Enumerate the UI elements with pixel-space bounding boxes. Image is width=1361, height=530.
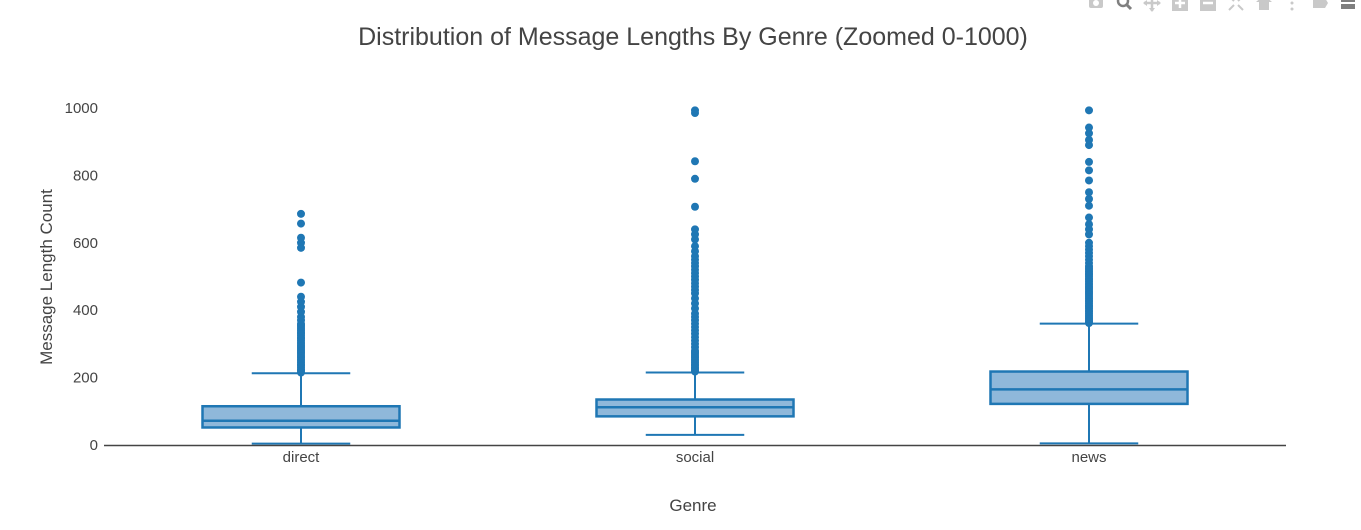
outlier-point (297, 292, 305, 301)
outlier-point (297, 278, 305, 287)
outlier-point (297, 219, 305, 228)
outlier-point (1085, 238, 1093, 247)
pan-icon (1143, 0, 1161, 12)
outlier-point (1085, 166, 1093, 175)
outlier-point (691, 106, 699, 115)
y-axis: 0 200 400 600 800 1000 (65, 100, 98, 454)
y-tick-label: 600 (73, 235, 98, 252)
outlier-point (1085, 106, 1093, 115)
hover-closest-button[interactable] (1311, 0, 1329, 12)
pan-button[interactable] (1143, 0, 1161, 12)
box-direct[interactable] (201, 209, 401, 445)
y-axis-title: Message Length Count (37, 189, 56, 365)
x-axis: direct social news (283, 449, 1107, 466)
outlier-point (691, 202, 699, 211)
spike-lines-icon (1290, 1, 1294, 11)
modebar (1087, 0, 1361, 12)
iqr-box (201, 404, 401, 429)
hover-closest-icon (1313, 0, 1328, 8)
outlier-point (1085, 213, 1093, 222)
outlier-point (691, 157, 699, 166)
y-tick-label: 400 (73, 302, 98, 319)
outlier-point (691, 225, 699, 234)
zoom-button[interactable] (1115, 0, 1133, 12)
reset-axes-button[interactable] (1255, 0, 1273, 12)
box-news[interactable] (989, 106, 1189, 445)
outlier-point (691, 174, 699, 183)
autoscale-icon (1228, 0, 1244, 11)
zoom-in-icon (1172, 0, 1188, 11)
x-tick-label-social: social (676, 449, 714, 466)
y-tick-label: 200 (73, 370, 98, 387)
outlier-point (1085, 220, 1093, 229)
reset-axes-icon (1256, 0, 1272, 10)
outlier-point (1085, 176, 1093, 185)
outlier-point (1085, 136, 1093, 145)
outlier-point (297, 233, 305, 242)
outlier-point (1085, 188, 1093, 197)
zoom-out-button[interactable] (1199, 0, 1217, 12)
outlier-point (1085, 194, 1093, 203)
zoom-icon (1116, 0, 1133, 11)
outlier-point (1085, 123, 1093, 132)
outlier-point (297, 209, 305, 218)
iqr-box (989, 370, 1189, 406)
outlier-point (1085, 201, 1093, 210)
boxes-layer (201, 106, 1189, 445)
outlier-point (1085, 157, 1093, 166)
outlier-point (1085, 129, 1093, 138)
zoom-in-button[interactable] (1171, 0, 1189, 12)
camera-button[interactable] (1087, 0, 1105, 12)
outlier-point (691, 242, 699, 251)
chart-title: Distribution of Message Lengths By Genre… (358, 23, 1028, 51)
y-tick-label: 0 (90, 437, 98, 454)
y-tick-label: 800 (73, 167, 98, 184)
x-tick-label-direct: direct (283, 449, 321, 466)
hover-compare-button[interactable] (1339, 0, 1357, 12)
spike-lines-button[interactable] (1283, 0, 1301, 12)
autoscale-button[interactable] (1227, 0, 1245, 12)
box-social[interactable] (595, 106, 795, 436)
hover-compare-icon (1341, 0, 1355, 9)
y-tick-label: 1000 (65, 100, 98, 117)
x-tick-label-news: news (1071, 449, 1106, 466)
x-axis-title: Genre (669, 496, 716, 515)
zoom-out-icon (1200, 0, 1216, 11)
camera-icon (1089, 0, 1103, 8)
